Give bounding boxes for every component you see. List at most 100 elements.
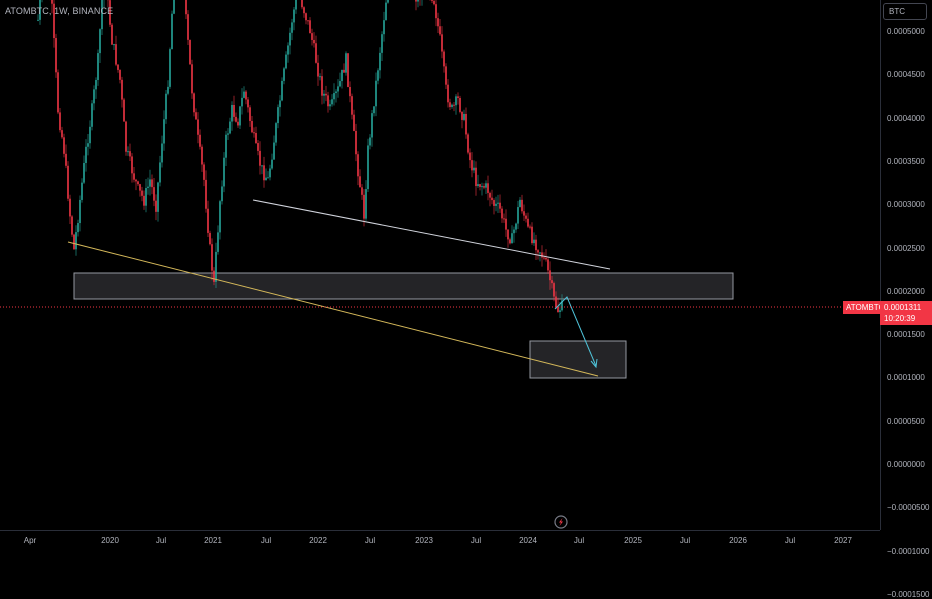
candle-body — [233, 105, 235, 117]
candle-body — [169, 49, 171, 87]
candle-body — [541, 252, 543, 257]
candle-body — [505, 219, 507, 230]
candle-body — [417, 0, 419, 2]
candle-body — [57, 72, 59, 112]
price-axis-label: 0.0003500 — [887, 157, 925, 166]
candle-body — [211, 244, 213, 270]
candle-body — [167, 87, 169, 94]
candle-body — [51, 0, 53, 4]
candle-body — [455, 96, 457, 105]
candle-body — [467, 134, 469, 152]
candle-body — [463, 114, 465, 120]
candle-body — [239, 106, 241, 125]
candle-body — [217, 232, 219, 252]
candle-body — [493, 200, 495, 206]
candle-body — [333, 93, 335, 99]
candle-body — [273, 143, 275, 160]
candle-body — [229, 122, 231, 134]
candle-body — [309, 20, 311, 33]
candle-body — [161, 144, 163, 163]
candle-body — [507, 230, 509, 240]
candle-body — [343, 70, 345, 73]
support-zone-rectangle[interactable] — [74, 273, 733, 299]
price-axis-label: 0.0005000 — [887, 27, 925, 36]
lower-trendline[interactable] — [68, 242, 598, 376]
candle-body — [479, 184, 481, 187]
candle-body — [255, 133, 257, 143]
bar-countdown: 10:20:39 — [884, 313, 932, 324]
candle-body — [365, 189, 367, 219]
price-axis-label: 0.0002500 — [887, 244, 925, 253]
candle-body — [113, 44, 115, 45]
candle-body — [357, 154, 359, 176]
candle-body — [263, 165, 265, 180]
candle-body — [253, 132, 255, 133]
tradingview-logo-icon[interactable] — [554, 515, 568, 529]
candle-body — [363, 195, 365, 219]
candle-body — [557, 307, 559, 312]
candle-body — [139, 184, 141, 190]
currency-button[interactable]: BTC — [883, 3, 927, 20]
candle-body — [65, 154, 67, 166]
current-price-value: 0.0001311 — [884, 302, 932, 313]
candle-body — [281, 81, 283, 101]
candle-body — [191, 64, 193, 93]
candle-body — [453, 105, 455, 106]
candle-body — [157, 182, 159, 211]
candle-body — [209, 233, 211, 244]
candle-body — [121, 80, 123, 100]
candle-body — [481, 186, 483, 187]
candle-body — [501, 209, 503, 219]
candle-body — [243, 92, 245, 98]
candle-body — [483, 186, 485, 188]
upper-trendline[interactable] — [253, 200, 610, 269]
candle-body — [197, 119, 199, 134]
candle-body — [283, 68, 285, 81]
candle-body — [301, 0, 303, 7]
candle-body — [525, 216, 527, 219]
current-price-tag: 0.0001311 10:20:39 — [880, 301, 932, 325]
candle-body — [151, 179, 153, 187]
candle-body — [55, 38, 57, 72]
candle-body — [543, 258, 545, 259]
candle-body — [93, 89, 95, 103]
candle-body — [373, 106, 375, 113]
candle-body — [469, 153, 471, 161]
candle-body — [69, 199, 71, 217]
candle-body — [513, 230, 515, 234]
target-zone-rectangle[interactable] — [530, 341, 626, 378]
price-axis-label: −0.0001500 — [887, 590, 930, 599]
candle-body — [291, 22, 293, 32]
candle-body — [117, 65, 119, 70]
candle-body — [149, 179, 151, 186]
candle-body — [249, 107, 251, 121]
price-chart[interactable] — [0, 0, 880, 530]
candle-body — [97, 53, 99, 80]
chart-area[interactable]: ATOMBTC, 1W, BINANCE — [0, 0, 880, 530]
candle-body — [549, 270, 551, 280]
candle-body — [339, 81, 341, 86]
candle-body — [465, 114, 467, 134]
candle-body — [205, 180, 207, 209]
candle-body — [355, 131, 357, 154]
candle-body — [145, 188, 147, 206]
candle-body — [241, 98, 243, 107]
candle-body — [235, 117, 237, 122]
time-axis-label: Jul — [365, 536, 375, 545]
candle-body — [443, 52, 445, 67]
candle-body — [79, 200, 81, 223]
candle-body — [185, 0, 187, 14]
price-axis-label: 0.0001500 — [887, 330, 925, 339]
candle-body — [383, 20, 385, 34]
candle-body — [431, 0, 433, 1]
candle-body — [123, 100, 125, 122]
candle-body — [293, 10, 295, 23]
candle-body — [147, 187, 149, 188]
candle-body — [553, 283, 555, 296]
candle-body — [521, 200, 523, 211]
candle-body — [319, 76, 321, 77]
candle-body — [533, 240, 535, 243]
candle-body — [459, 98, 461, 112]
